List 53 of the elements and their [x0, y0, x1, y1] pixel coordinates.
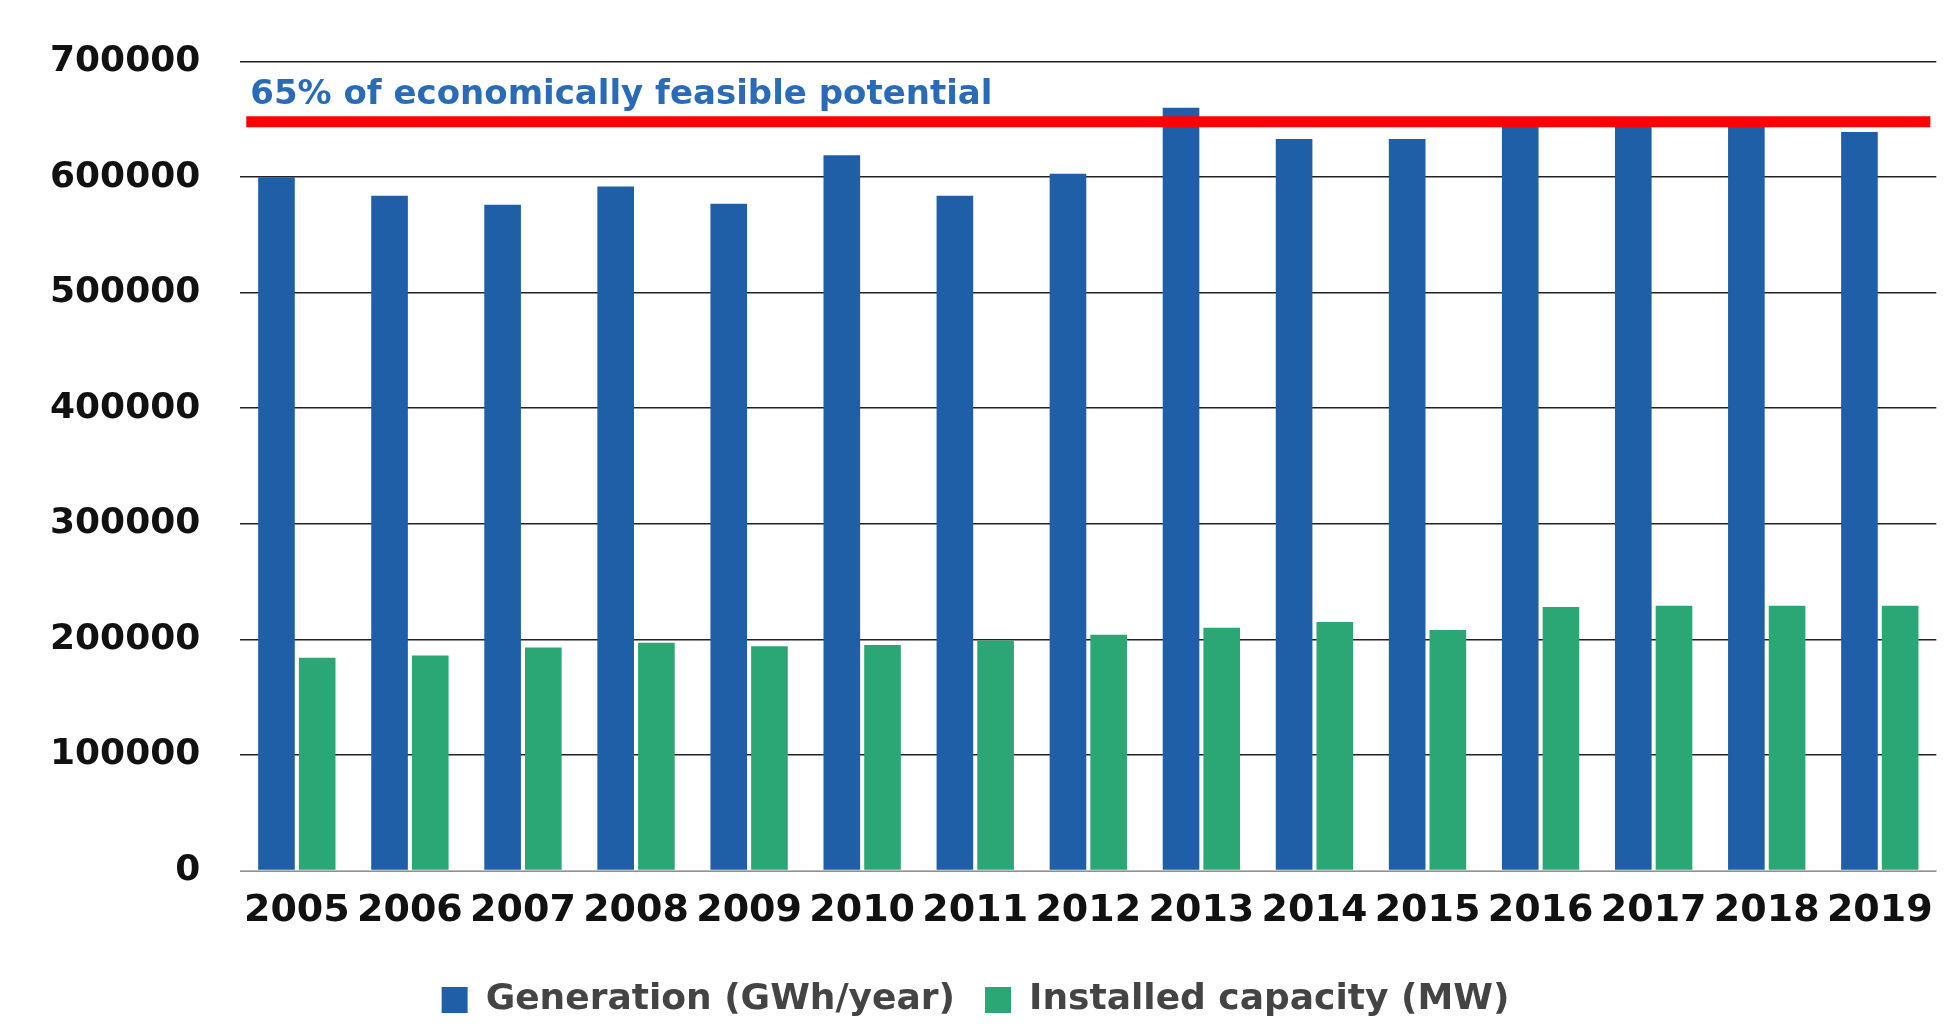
y-tick-label: 400000	[50, 384, 201, 426]
x-tick-label: 2019	[1826, 886, 1933, 931]
bar	[1881, 605, 1919, 870]
bar	[1275, 139, 1313, 870]
y-tick-label: 700000	[50, 37, 201, 79]
bar	[258, 177, 295, 870]
bar	[1162, 107, 1200, 870]
bar	[977, 640, 1014, 870]
x-tick-label: 2014	[1261, 886, 1368, 931]
bar	[1768, 605, 1806, 870]
y-tick-label: 100000	[50, 731, 201, 773]
bar	[936, 195, 974, 870]
x-tick-label: 2008	[583, 886, 689, 931]
x-tick-label: 2009	[696, 886, 802, 931]
x-tick-label: 2012	[1035, 886, 1142, 931]
bar	[1655, 605, 1693, 870]
bar	[484, 204, 521, 870]
x-tick-label: 2013	[1148, 886, 1255, 931]
x-tick-label: 2010	[809, 886, 916, 931]
x-tick-label: 2016	[1487, 886, 1594, 931]
bar	[1203, 627, 1241, 870]
bar	[525, 647, 562, 870]
x-tick-label: 2017	[1600, 886, 1707, 931]
bar	[1388, 139, 1426, 870]
y-tick-label: 0	[175, 846, 201, 888]
legend-label: Generation (GWh/year)	[485, 976, 955, 1018]
bar	[751, 646, 788, 870]
bar	[1429, 630, 1467, 870]
bar	[864, 645, 901, 870]
x-tick-label: 2006	[357, 886, 463, 931]
y-tick-label: 500000	[50, 269, 201, 311]
x-tick-label: 2005	[243, 886, 350, 931]
x-tick-label: 2015	[1374, 886, 1481, 931]
bar	[638, 642, 675, 870]
legend-label: Installed capacity (MW)	[1029, 976, 1510, 1018]
ref-line-label: 65% of economically feasible potential	[250, 71, 993, 112]
bar	[1049, 173, 1087, 870]
bar	[411, 655, 449, 870]
x-tick-label: 2007	[470, 886, 576, 931]
bar	[710, 203, 748, 870]
y-tick-label: 300000	[50, 500, 201, 542]
bar	[371, 195, 408, 870]
x-tick-label: 2011	[922, 886, 1029, 931]
x-tick-label: 2018	[1713, 886, 1820, 931]
bar	[597, 186, 634, 870]
bar	[1316, 621, 1354, 870]
bar	[1841, 132, 1878, 870]
y-tick-label: 600000	[50, 153, 201, 195]
bar	[298, 657, 336, 870]
bar	[1090, 634, 1127, 870]
y-tick-label: 200000	[50, 615, 201, 657]
bar	[823, 155, 861, 870]
bar	[1542, 606, 1580, 870]
